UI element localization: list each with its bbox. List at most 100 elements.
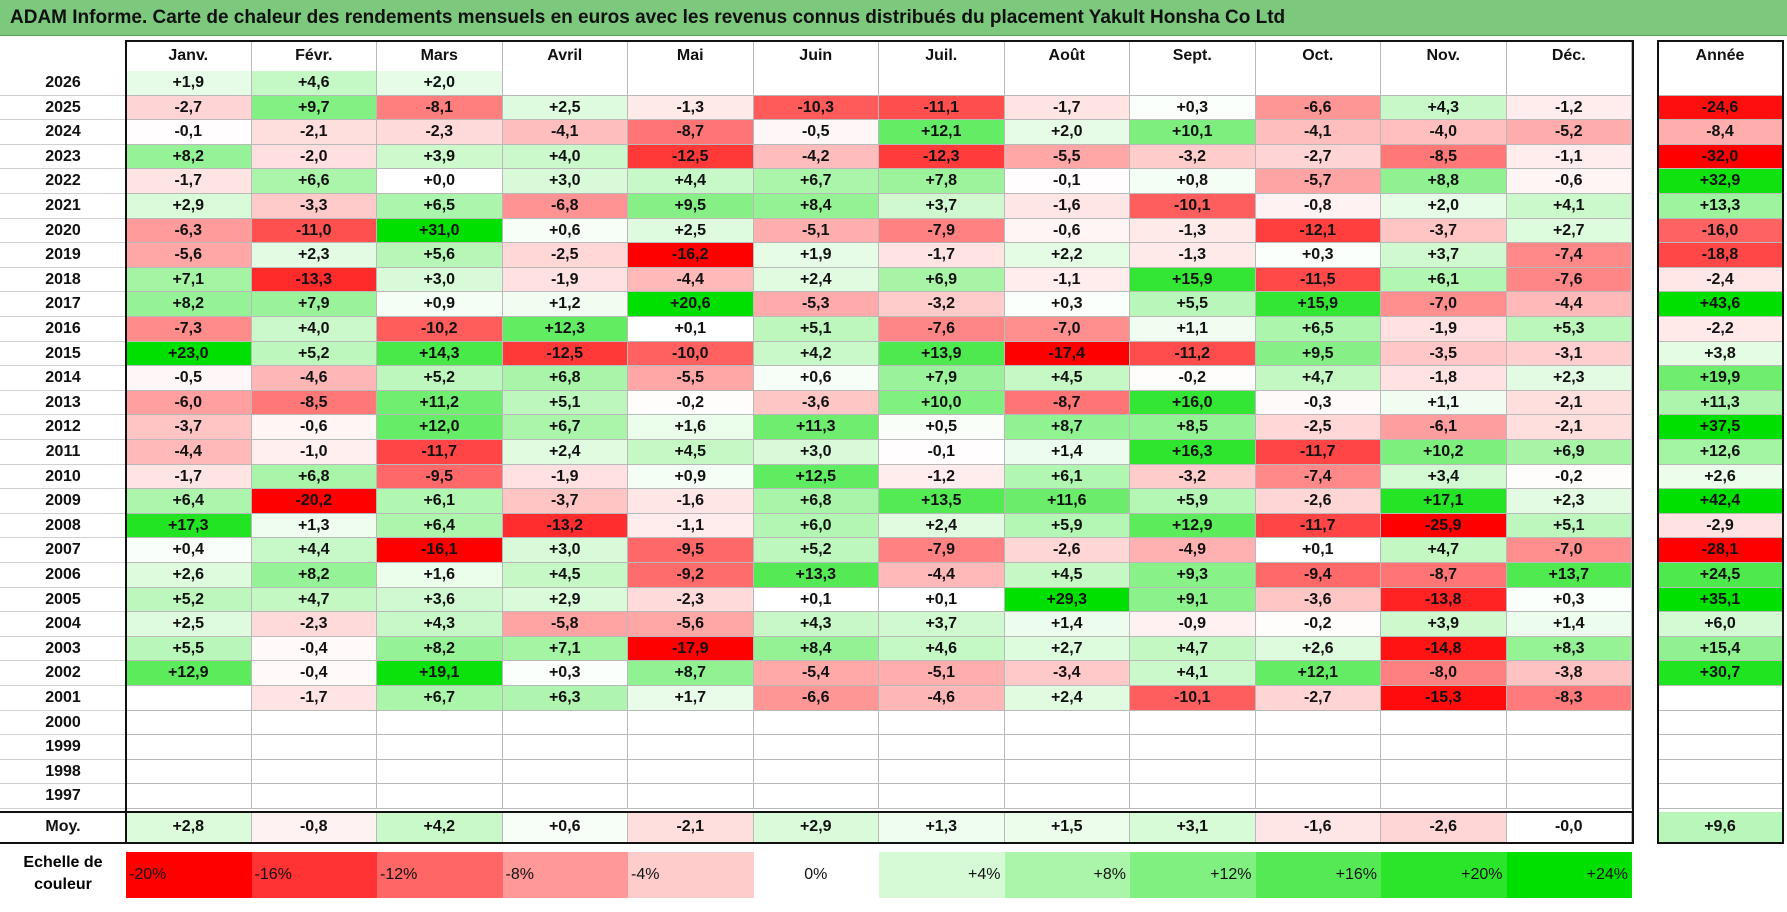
heatmap-cell: -3,6: [753, 390, 879, 416]
heatmap-cell: +5,3: [1506, 317, 1632, 342]
color-scale-swatch: +20%: [1381, 852, 1507, 898]
heatmap-cell: [502, 71, 628, 96]
heatmap-cell: -0,2: [1130, 366, 1256, 391]
heatmap-cell: -3,2: [879, 292, 1005, 317]
heatmap-cell: +4,1: [1506, 194, 1632, 219]
heatmap-cell: -6,8: [502, 194, 628, 219]
heatmap-cell: +2,5: [628, 218, 754, 244]
heatmap-cell: -2,1: [251, 120, 377, 145]
annual-cell: +24,5: [1658, 563, 1782, 588]
heatmap-cell: [1506, 735, 1632, 760]
color-scale-swatch: 0%: [753, 852, 879, 898]
heatmap-cell: +4,5: [628, 440, 754, 465]
heatmap-cell: [753, 759, 879, 785]
heatmap-cell: +6,9: [1506, 440, 1632, 465]
year-label: 2026: [0, 71, 126, 96]
heatmap-cell: -1,7: [1004, 95, 1130, 121]
heatmap-cell: [1255, 735, 1381, 760]
month-header: Août: [1005, 40, 1130, 71]
average-cell: +0,6: [502, 812, 628, 842]
heatmap-cell: +7,9: [251, 292, 377, 317]
heatmap-cell: -16,1: [377, 538, 503, 563]
heatmap-cell: -1,6: [1004, 194, 1130, 219]
heatmap-cell: +4,2: [753, 341, 879, 367]
month-header: Janv.: [126, 40, 252, 71]
annual-cell: +30,7: [1658, 661, 1782, 686]
heatmap-cell: -0,4: [251, 661, 377, 686]
annual-cell: +12,6: [1658, 440, 1782, 465]
heatmap-cell: +1,3: [251, 513, 377, 539]
heatmap-cell: +2,4: [753, 267, 879, 293]
heatmap-cell: -0,3: [1255, 390, 1381, 416]
heatmap-cell: +3,7: [879, 612, 1005, 637]
heatmap-cell: -4,6: [879, 686, 1005, 711]
heatmap-cell: -5,7: [1255, 169, 1381, 194]
heatmap-cell: -1,3: [1130, 218, 1256, 244]
color-scale-swatch: -8%: [502, 852, 628, 898]
color-scale-swatch: -20%: [126, 852, 252, 898]
heatmap-cell: [1381, 710, 1507, 736]
year-label: 2012: [0, 415, 126, 440]
heatmap-cell: +2,4: [1004, 686, 1130, 711]
heatmap-cell: -5,1: [753, 218, 879, 244]
heatmap-cell: +3,7: [1381, 243, 1507, 268]
year-label: 1999: [0, 735, 126, 760]
color-scale-label-line1: Echelle de: [23, 854, 103, 871]
color-scale-label: Echelle de couleur: [0, 852, 126, 898]
heatmap-cell: [1255, 71, 1381, 96]
heatmap-cell: -0,1: [1004, 169, 1130, 194]
heatmap-cell: -9,5: [377, 464, 503, 490]
heatmap-cell: -6,0: [126, 390, 252, 416]
heatmap-cell: -6,6: [1255, 95, 1381, 121]
heatmap-cell: +2,0: [1381, 194, 1507, 219]
heatmap-cell: -11,5: [1255, 267, 1381, 293]
heatmap-cell: +6,8: [502, 366, 628, 391]
heatmap-cell: +1,6: [377, 563, 503, 588]
average-cell: +4,2: [377, 812, 503, 842]
heatmap-cell: -5,3: [753, 292, 879, 317]
heatmap-cell: -0,9: [1130, 612, 1256, 637]
heatmap-cell: -1,1: [628, 513, 754, 539]
chart-title: ADAM Informe. Carte de chaleur des rende…: [10, 7, 1286, 28]
heatmap-cell: -5,5: [1004, 144, 1130, 170]
heatmap-cell: [1381, 759, 1507, 785]
heatmap-cell: +17,3: [126, 513, 252, 539]
heatmap-cell: -3,1: [1506, 341, 1632, 367]
color-scale-swatch: -16%: [251, 852, 377, 898]
color-scale-swatch: +8%: [1004, 852, 1130, 898]
heatmap-cell: +4,7: [1381, 538, 1507, 563]
heatmap-cell: +10,2: [1381, 440, 1507, 465]
heatmap-cell: +3,7: [879, 194, 1005, 219]
heatmap-cell: -2,3: [628, 587, 754, 613]
heatmap-cell: +4,3: [377, 612, 503, 637]
heatmap-cell: -1,7: [251, 686, 377, 711]
heatmap-cell: +8,2: [251, 563, 377, 588]
month-header: Mai: [628, 40, 754, 71]
annual-cell: +19,9: [1658, 366, 1782, 391]
heatmap-cell: +0,0: [377, 169, 503, 194]
color-scale-swatch: +12%: [1130, 852, 1256, 898]
heatmap-cell: +6,3: [502, 686, 628, 711]
heatmap-cell: +0,1: [879, 587, 1005, 613]
heatmap-cell: -9,5: [628, 538, 754, 563]
annual-cell: [1658, 710, 1782, 736]
annual-cell: +32,9: [1658, 169, 1782, 194]
heatmap-cell: +6,8: [251, 464, 377, 490]
heatmap-cell: -5,5: [628, 366, 754, 391]
heatmap-cell: +2,9: [126, 194, 252, 219]
heatmap-cell: [126, 784, 252, 809]
heatmap-cell: [1506, 71, 1632, 96]
heatmap-cell: +5,9: [1130, 489, 1256, 514]
heatmap-cell: +1,1: [1130, 317, 1256, 342]
heatmap-cell: +3,9: [377, 144, 503, 170]
heatmap-cell: +12,1: [1255, 661, 1381, 686]
heatmap-cell: +6,7: [502, 415, 628, 440]
heatmap-cell: +0,1: [1255, 538, 1381, 563]
heatmap-cell: -1,0: [251, 440, 377, 465]
heatmap-cell: -6,1: [1381, 415, 1507, 440]
heatmap-cell: +4,7: [1255, 366, 1381, 391]
heatmap-cell: +6,7: [753, 169, 879, 194]
heatmap-cell: -17,9: [628, 636, 754, 662]
heatmap-cell: +11,3: [753, 415, 879, 440]
heatmap-cell: -9,2: [628, 563, 754, 588]
